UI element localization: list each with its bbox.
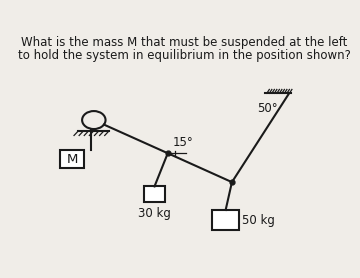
Text: What is the mass M that must be suspended at the left: What is the mass M that must be suspende…: [21, 36, 348, 48]
Bar: [212, 210, 239, 230]
Bar: [144, 187, 165, 202]
Text: M: M: [67, 153, 78, 166]
Text: 50°: 50°: [257, 102, 278, 115]
Text: 30 kg: 30 kg: [138, 207, 171, 220]
Text: to hold the system in equilibrium in the position shown?: to hold the system in equilibrium in the…: [18, 49, 351, 63]
Text: 50 kg: 50 kg: [242, 214, 275, 227]
Text: 15°: 15°: [173, 135, 193, 148]
Bar: [60, 150, 84, 168]
